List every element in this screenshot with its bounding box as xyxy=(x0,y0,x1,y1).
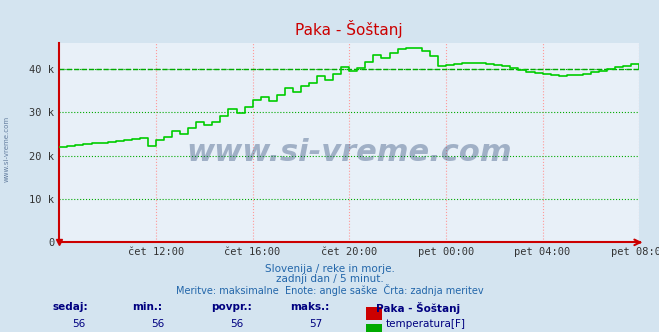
Text: maks.:: maks.: xyxy=(290,302,330,312)
Text: www.si-vreme.com: www.si-vreme.com xyxy=(3,116,10,183)
Text: 57: 57 xyxy=(310,319,323,329)
Text: zadnji dan / 5 minut.: zadnji dan / 5 minut. xyxy=(275,274,384,284)
Text: 56: 56 xyxy=(231,319,244,329)
Text: Slovenija / reke in morje.: Slovenija / reke in morje. xyxy=(264,264,395,274)
Text: www.si-vreme.com: www.si-vreme.com xyxy=(186,138,512,167)
Text: povpr.:: povpr.: xyxy=(211,302,252,312)
Title: Paka - Šoštanj: Paka - Šoštanj xyxy=(295,20,403,38)
Text: 56: 56 xyxy=(72,319,86,329)
Text: sedaj:: sedaj: xyxy=(53,302,88,312)
Text: 56: 56 xyxy=(152,319,165,329)
Text: min.:: min.: xyxy=(132,302,162,312)
Text: Paka - Šoštanj: Paka - Šoštanj xyxy=(376,302,460,314)
Text: Meritve: maksimalne  Enote: angle saške  Črta: zadnja meritev: Meritve: maksimalne Enote: angle saške Č… xyxy=(176,284,483,296)
Text: temperatura[F]: temperatura[F] xyxy=(386,319,465,329)
